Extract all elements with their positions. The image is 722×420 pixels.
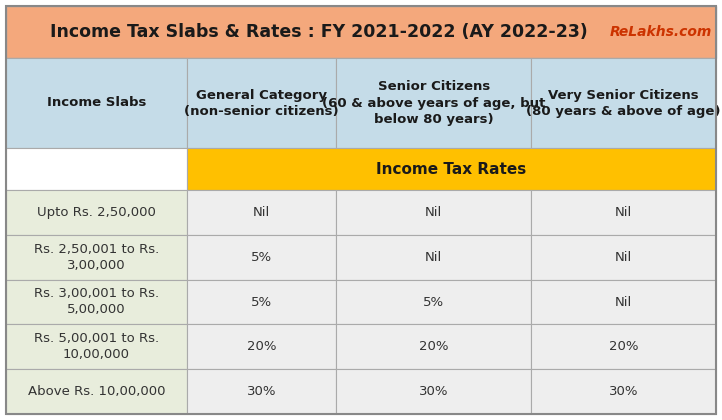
Bar: [187, 280, 336, 324]
Bar: [6, 148, 187, 190]
Text: Nil: Nil: [253, 206, 270, 219]
Text: Nil: Nil: [425, 251, 443, 264]
Bar: [531, 190, 716, 235]
Bar: [531, 58, 716, 148]
Text: Above Rs. 10,00,000: Above Rs. 10,00,000: [27, 385, 165, 398]
Bar: [336, 58, 531, 148]
Text: Very Senior Citizens
(80 years & above of age): Very Senior Citizens (80 years & above o…: [526, 89, 721, 118]
Bar: [6, 369, 187, 414]
Text: 5%: 5%: [423, 296, 444, 309]
Bar: [531, 235, 716, 280]
Text: Nil: Nil: [615, 251, 632, 264]
Bar: [336, 324, 531, 369]
Text: General Category
(non-senior citizens): General Category (non-senior citizens): [184, 89, 339, 118]
Text: 30%: 30%: [247, 385, 277, 398]
Bar: [531, 280, 716, 324]
Text: Nil: Nil: [425, 206, 443, 219]
Bar: [187, 235, 336, 280]
Text: ReLakhs.com: ReLakhs.com: [609, 25, 712, 39]
Text: 20%: 20%: [419, 340, 448, 353]
Text: 20%: 20%: [609, 340, 638, 353]
Text: Senior Citizens
(60 & above years of age, but
below 80 years): Senior Citizens (60 & above years of age…: [322, 81, 545, 126]
Bar: [531, 369, 716, 414]
Text: Rs. 2,50,001 to Rs.
3,00,000: Rs. 2,50,001 to Rs. 3,00,000: [34, 243, 159, 272]
Text: Nil: Nil: [615, 206, 632, 219]
Text: Income Tax Slabs & Rates : FY 2021-2022 (AY 2022-23): Income Tax Slabs & Rates : FY 2021-2022 …: [50, 23, 587, 41]
Bar: [187, 324, 336, 369]
Bar: [6, 324, 187, 369]
Bar: [531, 324, 716, 369]
Text: Rs. 3,00,001 to Rs.
5,00,000: Rs. 3,00,001 to Rs. 5,00,000: [34, 288, 159, 317]
Bar: [336, 280, 531, 324]
Bar: [6, 235, 187, 280]
Bar: [187, 58, 336, 148]
Bar: [187, 148, 716, 190]
Bar: [6, 6, 716, 58]
Bar: [336, 235, 531, 280]
Bar: [6, 190, 187, 235]
Bar: [6, 280, 187, 324]
Text: Rs. 5,00,001 to Rs.
10,00,000: Rs. 5,00,001 to Rs. 10,00,000: [34, 332, 159, 361]
Bar: [187, 369, 336, 414]
Text: 5%: 5%: [251, 296, 272, 309]
Bar: [6, 58, 187, 148]
Bar: [187, 190, 336, 235]
Text: Upto Rs. 2,50,000: Upto Rs. 2,50,000: [37, 206, 156, 219]
Text: Income Tax Rates: Income Tax Rates: [376, 162, 526, 176]
Text: 20%: 20%: [247, 340, 277, 353]
Text: 5%: 5%: [251, 251, 272, 264]
Bar: [336, 369, 531, 414]
Text: Nil: Nil: [615, 296, 632, 309]
Bar: [336, 190, 531, 235]
Text: 30%: 30%: [609, 385, 638, 398]
Text: 30%: 30%: [419, 385, 448, 398]
Text: Income Slabs: Income Slabs: [47, 97, 147, 110]
